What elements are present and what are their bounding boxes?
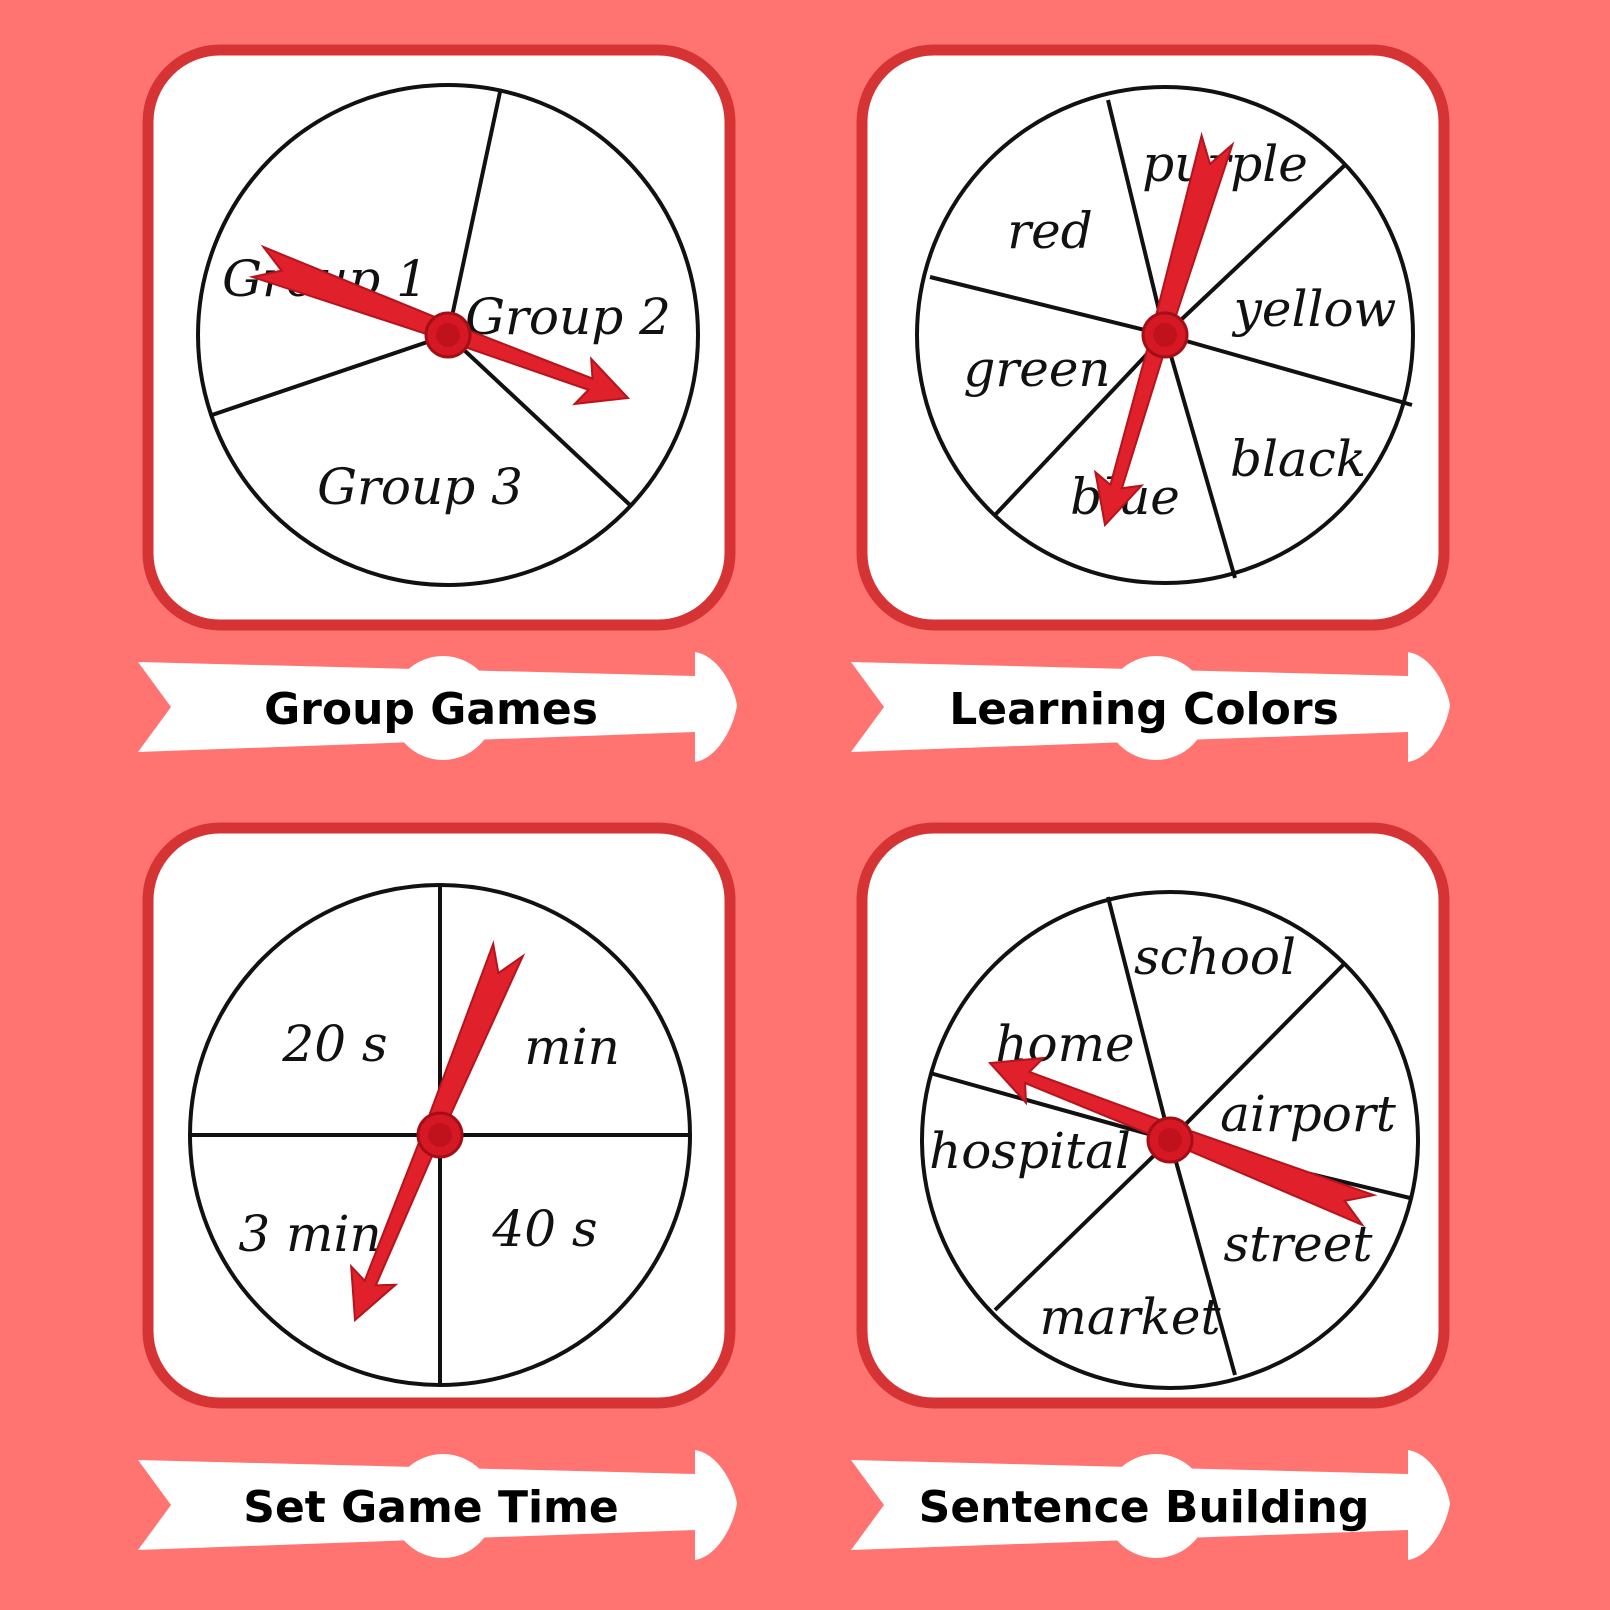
segment-label: green xyxy=(963,340,1110,398)
title-banner: Group Games xyxy=(138,652,737,762)
hub-cap xyxy=(436,323,460,347)
segment-divider xyxy=(929,275,1166,337)
title-banner: Set Game Time xyxy=(138,1450,737,1560)
segment-divider xyxy=(993,1138,1172,1312)
spinner-title: Set Game Time xyxy=(243,1482,618,1533)
title-banner: Sentence Building xyxy=(851,1450,1450,1560)
segment-label: black xyxy=(1230,430,1366,488)
title-banner: Learning Colors xyxy=(851,652,1450,762)
hub-cap xyxy=(1153,323,1177,347)
segment-divider xyxy=(1106,896,1172,1141)
segment-label: 40 s xyxy=(491,1200,597,1258)
spinner-card: 20 s min 3 min 40 s xyxy=(142,822,736,1409)
hub-cap xyxy=(428,1123,452,1147)
segment-label: hospital xyxy=(929,1122,1131,1180)
segment-label: street xyxy=(1224,1215,1374,1273)
segment-label: market xyxy=(1039,1288,1221,1346)
spinner-title: Group Games xyxy=(264,684,598,735)
segment-divider xyxy=(446,91,502,336)
banner-circle xyxy=(1104,1454,1208,1558)
spinner-title: Sentence Building xyxy=(919,1482,1370,1533)
segment-divider xyxy=(993,333,1167,517)
banner-circle xyxy=(1104,656,1208,760)
segment-divider xyxy=(1106,99,1167,336)
segment-divider xyxy=(446,333,632,507)
segment-label: Group 3 xyxy=(317,458,523,516)
spinner-title: Learning Colors xyxy=(949,684,1339,735)
segment-divider xyxy=(1163,334,1237,579)
segment-divider xyxy=(929,1071,1171,1142)
spinner-card: redpurpleyellowblackbluegreen xyxy=(856,44,1450,631)
segment-label: 3 min xyxy=(238,1205,381,1263)
segment-label: Group 2 xyxy=(465,288,671,346)
banner-circle xyxy=(391,1454,495,1558)
segment-divider xyxy=(211,333,449,417)
segment-divider xyxy=(1164,333,1413,407)
segment-label: yellow xyxy=(1232,280,1397,338)
segment-divider xyxy=(1163,163,1347,337)
segment-label: 20 s xyxy=(281,1015,387,1073)
segment-divider xyxy=(1168,1139,1237,1376)
segment-label: min xyxy=(524,1018,620,1076)
spinner-pointer[interactable] xyxy=(350,940,526,1323)
spinner-pointer[interactable] xyxy=(248,244,631,406)
segment-divider xyxy=(1168,961,1347,1142)
hub-cap xyxy=(1158,1128,1182,1152)
spinner-pointer[interactable] xyxy=(987,1056,1378,1228)
banner-circle xyxy=(391,656,495,760)
segment-label: red xyxy=(1007,202,1093,260)
segment-label: airport xyxy=(1220,1085,1397,1143)
spinner-pointer[interactable] xyxy=(1093,131,1235,528)
segment-label: school xyxy=(1134,928,1296,986)
